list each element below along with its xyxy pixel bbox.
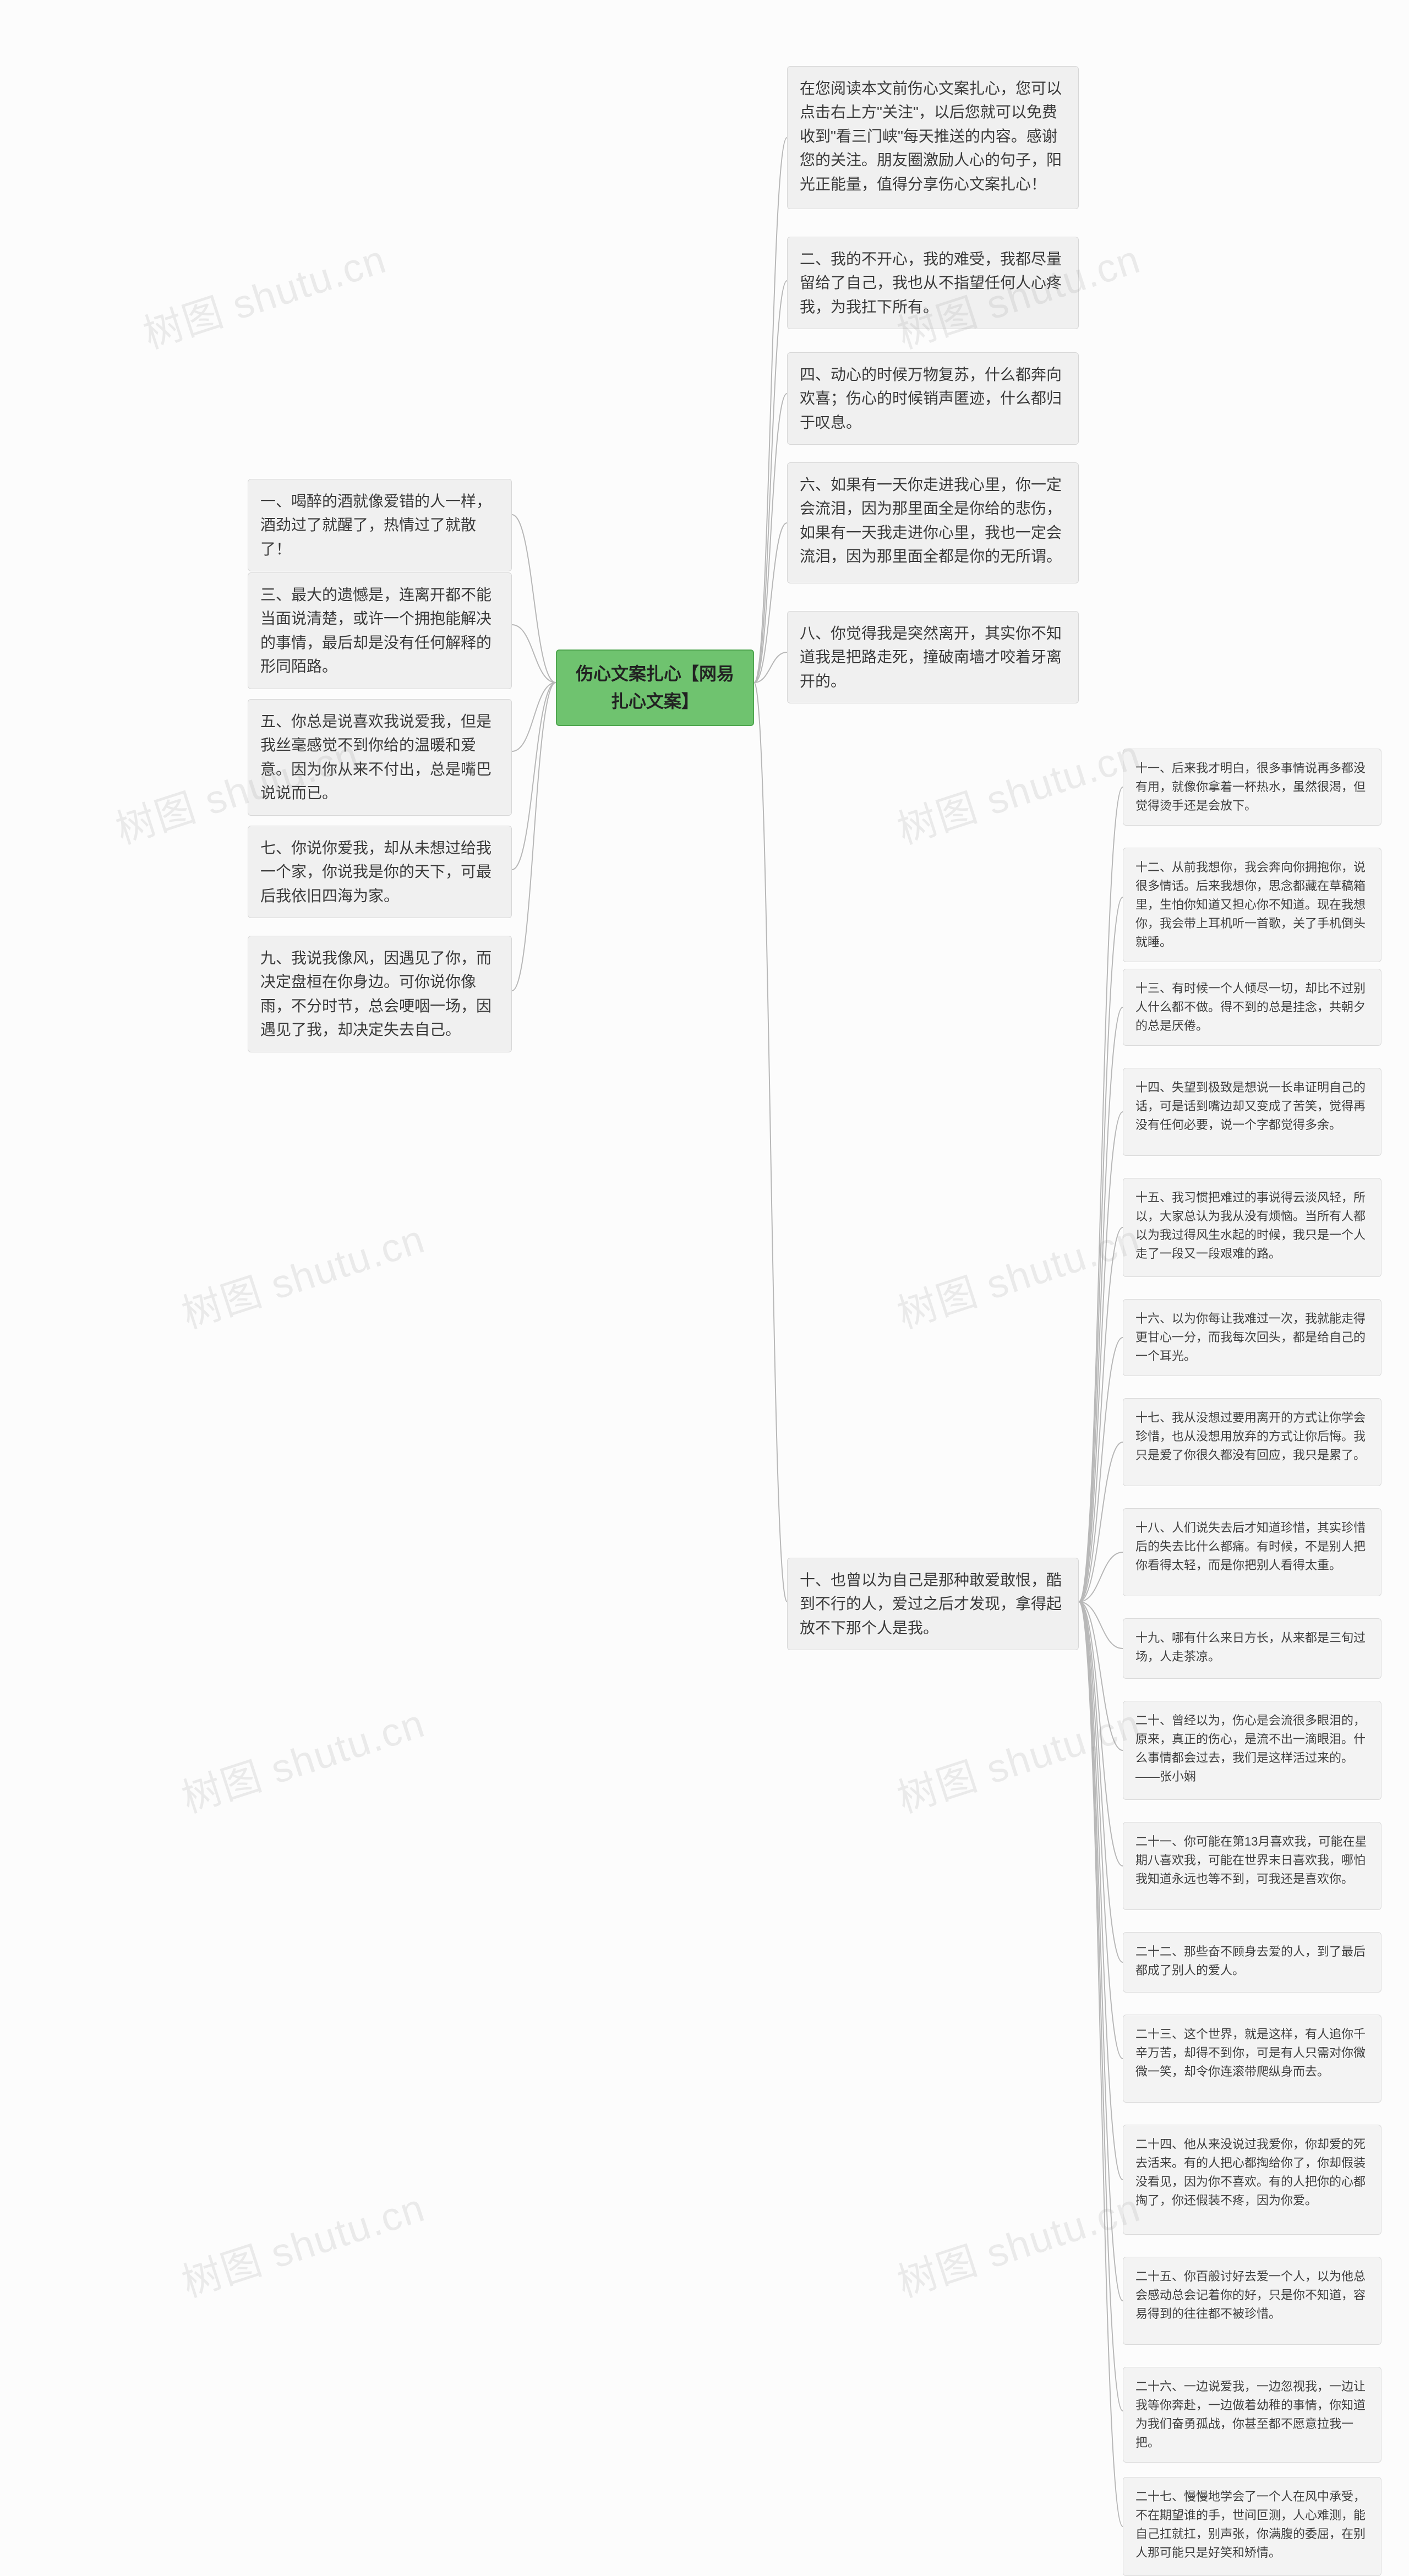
- grand-node-g25: 二十五、你百般讨好去爱一个人，以为他总会感动总会记着你的好，只是你不知道，容易得…: [1123, 2257, 1381, 2345]
- right-node-label: 二、我的不开心，我的难受，我都尽量留给了自己，我也从不指望任何人心疼我，为我扛下…: [800, 250, 1062, 315]
- root-node: 伤心文案扎心【网易扎心文案】: [556, 650, 754, 726]
- grand-node-g19: 十九、哪有什么来日方长，从来都是三旬过场，人走茶凉。: [1123, 1618, 1381, 1679]
- grand-node-label: 十八、人们说失去后才知道珍惜，其实珍惜后的失去比什么都痛。有时候，不是别人把你看…: [1135, 1521, 1366, 1572]
- grand-node-label: 十二、从前我想你，我会奔向你拥抱你，说很多情话。后来我想你，思念都藏在草稿箱里，…: [1135, 860, 1366, 949]
- grand-node-label: 二十二、那些奋不顾身去爱的人，到了最后都成了别人的爱人。: [1135, 1945, 1366, 1977]
- right-node-r0: 在您阅读本文前伤心文案扎心，您可以点击右上方"关注"，以后您就可以免费收到"看三…: [787, 66, 1079, 209]
- right-node-label: 六、如果有一天你走进我心里，你一定会流泪，因为那里面全是你给的悲伤，如果有一天我…: [800, 476, 1062, 565]
- left-node-label: 九、我说我像风，因遇见了你，而决定盘桓在你身边。可你说你像雨，不分时节，总会哽咽…: [260, 949, 491, 1038]
- grand-node-label: 二十七、慢慢地学会了一个人在风中承受，不在期望谁的手，世间叵测，人心难测，能自己…: [1135, 2490, 1366, 2559]
- grand-node-label: 十一、后来我才明白，很多事情说再多都没有用，就像你拿着一杯热水，虽然很渴，但觉得…: [1135, 761, 1366, 812]
- left-node-label: 一、喝醉的酒就像爱错的人一样，酒劲过了就醒了，热情过了就散了！: [260, 493, 491, 558]
- right-node-label: 四、动心的时候万物复苏，什么都奔向欢喜；伤心的时候销声匿迹，什么都归于叹息。: [800, 366, 1062, 431]
- grand-node-label: 二十五、你百般讨好去爱一个人，以为他总会感动总会记着你的好，只是你不知道，容易得…: [1135, 2269, 1366, 2321]
- root-label: 伤心文案扎心【网易扎心文案】: [576, 664, 734, 711]
- grand-node-g15: 十五、我习惯把难过的事说得云淡风轻，所以，大家总认为我从没有烦恼。当所有人都以为…: [1123, 1178, 1381, 1277]
- grand-node-g17: 十七、我从没想过要用离开的方式让你学会珍惜，也从没想用放弃的方式让你后悔。我只是…: [1123, 1398, 1381, 1486]
- grand-node-g14: 十四、失望到极致是想说一长串证明自己的话，可是话到嘴边却又变成了苦笑，觉得再没有…: [1123, 1068, 1381, 1156]
- right-node-r2: 二、我的不开心，我的难受，我都尽量留给了自己，我也从不指望任何人心疼我，为我扛下…: [787, 237, 1079, 329]
- left-node-l3: 三、最大的遗憾是，连离开都不能当面说清楚，或许一个拥抱能解决的事情，最后却是没有…: [248, 572, 512, 689]
- grand-node-label: 十七、我从没想过要用离开的方式让你学会珍惜，也从没想用放弃的方式让你后悔。我只是…: [1135, 1411, 1366, 1462]
- grand-node-label: 十三、有时候一个人倾尽一切，却比不过别人什么都不做。得不到的总是挂念，共朝夕的总…: [1135, 981, 1366, 1033]
- grand-node-label: 十九、哪有什么来日方长，从来都是三旬过场，人走茶凉。: [1135, 1631, 1366, 1663]
- grand-node-g26: 二十六、一边说爱我，一边忽视我，一边让我等你奔赴，一边做着幼稚的事情，你知道为我…: [1123, 2367, 1381, 2463]
- grand-node-label: 二十六、一边说爱我，一边忽视我，一边让我等你奔赴，一边做着幼稚的事情，你知道为我…: [1135, 2379, 1366, 2449]
- left-node-label: 三、最大的遗憾是，连离开都不能当面说清楚，或许一个拥抱能解决的事情，最后却是没有…: [260, 586, 491, 675]
- grand-node-label: 二十、曾经以为，伤心是会流很多眼泪的，原来，真正的伤心，是流不出一滴眼泪。什么事…: [1135, 1713, 1366, 1783]
- grand-node-label: 二十三、这个世界，就是这样，有人追你千辛万苦，却得不到你，可是有人只需对你微微一…: [1135, 2027, 1366, 2078]
- grand-node-label: 十六、以为你每让我难过一次，我就能走得更甘心一分，而我每次回头，都是给自己的一个…: [1135, 1312, 1366, 1363]
- left-node-l9: 九、我说我像风，因遇见了你，而决定盘桓在你身边。可你说你像雨，不分时节，总会哽咽…: [248, 936, 512, 1052]
- grand-node-g16: 十六、以为你每让我难过一次，我就能走得更甘心一分，而我每次回头，都是给自己的一个…: [1123, 1299, 1381, 1376]
- right-node-r10: 十、也曾以为自己是那种敢爱敢恨，酷到不行的人，爱过之后才发现，拿得起放不下那个人…: [787, 1558, 1079, 1650]
- left-node-l1: 一、喝醉的酒就像爱错的人一样，酒劲过了就醒了，热情过了就散了！: [248, 479, 512, 571]
- right-node-label: 十、也曾以为自己是那种敢爱敢恨，酷到不行的人，爱过之后才发现，拿得起放不下那个人…: [800, 1571, 1062, 1636]
- grand-node-g12: 十二、从前我想你，我会奔向你拥抱你，说很多情话。后来我想你，思念都藏在草稿箱里，…: [1123, 848, 1381, 962]
- right-node-label: 八、你觉得我是突然离开，其实你不知道我是把路走死，撞破南墙才咬着牙离开的。: [800, 625, 1062, 690]
- grand-node-g13: 十三、有时候一个人倾尽一切，却比不过别人什么都不做。得不到的总是挂念，共朝夕的总…: [1123, 969, 1381, 1046]
- left-node-l5: 五、你总是说喜欢我说爱我，但是我丝毫感觉不到你给的温暖和爱意。因为你从来不付出，…: [248, 699, 512, 816]
- right-node-r8: 八、你觉得我是突然离开，其实你不知道我是把路走死，撞破南墙才咬着牙离开的。: [787, 611, 1079, 703]
- grand-node-g23: 二十三、这个世界，就是这样，有人追你千辛万苦，却得不到你，可是有人只需对你微微一…: [1123, 2015, 1381, 2103]
- right-node-label: 在您阅读本文前伤心文案扎心，您可以点击右上方"关注"，以后您就可以免费收到"看三…: [800, 80, 1062, 193]
- grand-node-label: 二十四、他从来没说过我爱你，你却爱的死去活来。有的人把心都掏给你了，你却假装没看…: [1135, 2137, 1366, 2207]
- left-node-l7: 七、你说你爱我，却从未想过给我一个家，你说我是你的天下，可最后我依旧四海为家。: [248, 826, 512, 918]
- grand-node-g27: 二十七、慢慢地学会了一个人在风中承受，不在期望谁的手，世间叵测，人心难测，能自己…: [1123, 2477, 1381, 2576]
- grand-node-label: 十五、我习惯把难过的事说得云淡风轻，所以，大家总认为我从没有烦恼。当所有人都以为…: [1135, 1191, 1366, 1260]
- grand-node-g24: 二十四、他从来没说过我爱你，你却爱的死去活来。有的人把心都掏给你了，你却假装没看…: [1123, 2125, 1381, 2235]
- left-node-label: 五、你总是说喜欢我说爱我，但是我丝毫感觉不到你给的温暖和爱意。因为你从来不付出，…: [260, 713, 491, 801]
- grand-node-g20: 二十、曾经以为，伤心是会流很多眼泪的，原来，真正的伤心，是流不出一滴眼泪。什么事…: [1123, 1701, 1381, 1800]
- left-node-label: 七、你说你爱我，却从未想过给我一个家，你说我是你的天下，可最后我依旧四海为家。: [260, 839, 491, 904]
- grand-node-label: 十四、失望到极致是想说一长串证明自己的话，可是话到嘴边却又变成了苦笑，觉得再没有…: [1135, 1080, 1366, 1132]
- right-node-r6: 六、如果有一天你走进我心里，你一定会流泪，因为那里面全是你给的悲伤，如果有一天我…: [787, 462, 1079, 583]
- grand-node-label: 二十一、你可能在第13月喜欢我，可能在星期八喜欢我，可能在世界末日喜欢我，哪怕我…: [1135, 1835, 1367, 1886]
- grand-node-g22: 二十二、那些奋不顾身去爱的人，到了最后都成了别人的爱人。: [1123, 1932, 1381, 1993]
- right-node-r4: 四、动心的时候万物复苏，什么都奔向欢喜；伤心的时候销声匿迹，什么都归于叹息。: [787, 352, 1079, 445]
- grand-node-g18: 十八、人们说失去后才知道珍惜，其实珍惜后的失去比什么都痛。有时候，不是别人把你看…: [1123, 1508, 1381, 1596]
- grand-node-g21: 二十一、你可能在第13月喜欢我，可能在星期八喜欢我，可能在世界末日喜欢我，哪怕我…: [1123, 1822, 1381, 1910]
- grand-node-g11: 十一、后来我才明白，很多事情说再多都没有用，就像你拿着一杯热水，虽然很渴，但觉得…: [1123, 749, 1381, 826]
